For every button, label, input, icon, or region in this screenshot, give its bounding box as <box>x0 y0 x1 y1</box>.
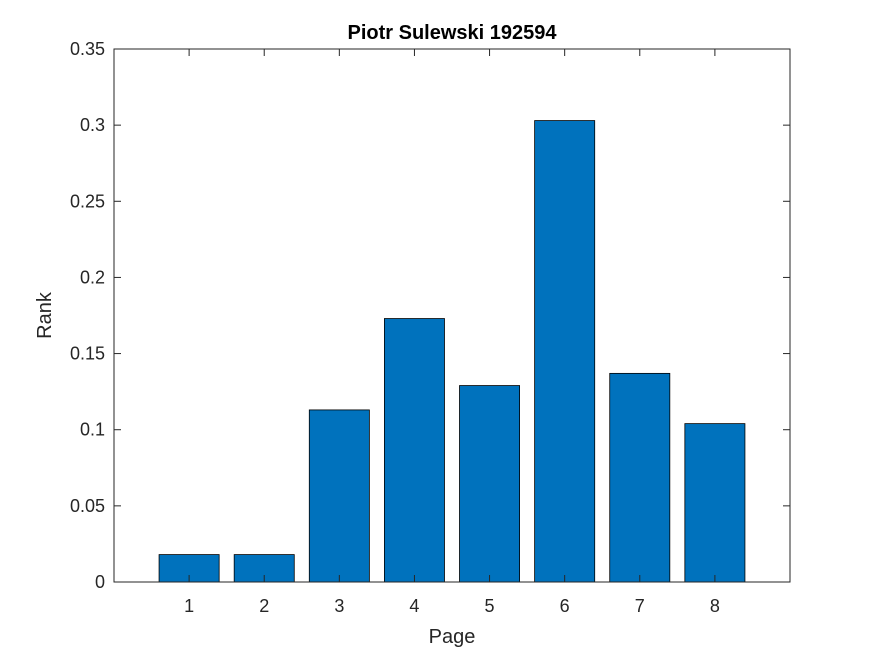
y-axis-label: Rank <box>34 291 56 339</box>
x-tick-label: 6 <box>560 596 570 616</box>
y-tick-label: 0.3 <box>80 115 105 135</box>
bars-layer <box>158 120 746 583</box>
x-tick-label: 1 <box>184 596 194 616</box>
y-tick-label: 0.2 <box>80 267 105 287</box>
axes-box <box>113 48 791 583</box>
bar-page-4 <box>383 318 445 583</box>
y-tick-label: 0.25 <box>70 191 105 211</box>
ticks-layer: 0 0.05 0.1 0.15 0.2 0.25 0.3 0.35 1 2 3 4 5 6 7 8 <box>70 39 790 616</box>
bar-page-7 <box>609 372 671 583</box>
bar-page-8 <box>684 423 746 583</box>
chart-title: Piotr Sulewski 192594 <box>347 22 557 44</box>
x-tick-label: 7 <box>635 596 645 616</box>
bar-page-3 <box>308 409 370 583</box>
y-tick-label: 0 <box>95 572 105 592</box>
x-tick-label: 8 <box>710 596 720 616</box>
y-tick-label: 0.15 <box>70 344 105 364</box>
y-tick-label: 0.1 <box>80 420 105 440</box>
y-tick-label: 0.35 <box>70 39 105 59</box>
x-tick-label: 5 <box>485 596 495 616</box>
bar-page-5 <box>459 385 520 583</box>
bar-page-6 <box>534 120 596 583</box>
x-tick-label: 4 <box>409 596 419 616</box>
x-tick-label: 3 <box>334 596 344 616</box>
x-axis-label: Page <box>429 626 476 648</box>
x-tick-label: 2 <box>259 596 269 616</box>
y-tick-label: 0.05 <box>70 496 105 516</box>
